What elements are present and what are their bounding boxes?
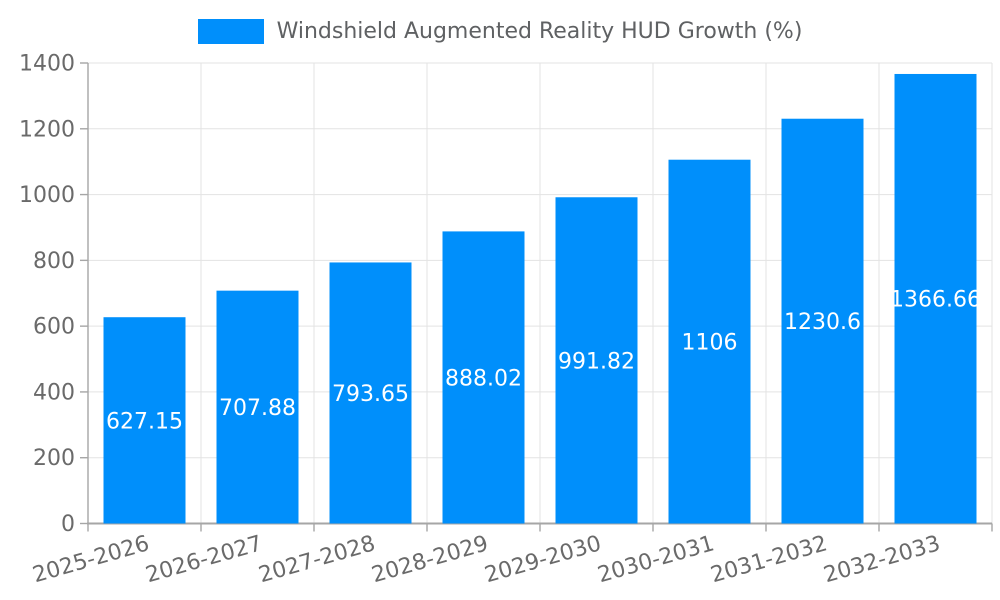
bar-value-label: 627.15 bbox=[106, 409, 183, 434]
legend-label: Windshield Augmented Reality HUD Growth … bbox=[276, 18, 803, 44]
bar-value-label: 1366.66 bbox=[890, 288, 981, 313]
x-tick-label: 2030-2031 bbox=[595, 531, 717, 588]
bar bbox=[216, 290, 299, 524]
x-tick-label: 2029-2030 bbox=[482, 531, 604, 588]
y-tick-label: 600 bbox=[33, 315, 75, 340]
bar bbox=[555, 197, 638, 524]
bar bbox=[103, 317, 186, 524]
bar-value-label: 793.65 bbox=[332, 382, 409, 407]
bar-value-label: 991.82 bbox=[558, 349, 635, 374]
x-tick-label: 2028-2029 bbox=[369, 531, 491, 588]
bar-value-label: 707.88 bbox=[219, 396, 296, 421]
y-tick-label: 1000 bbox=[19, 183, 75, 208]
y-tick-label: 400 bbox=[33, 380, 75, 405]
bar bbox=[442, 231, 525, 524]
x-tick-label: 2025-2026 bbox=[30, 531, 152, 588]
y-tick-label: 1400 bbox=[19, 52, 75, 77]
x-tick-label: 2026-2027 bbox=[143, 531, 265, 588]
y-tick-label: 200 bbox=[33, 446, 75, 471]
x-tick-label: 2031-2032 bbox=[708, 531, 830, 588]
bar-value-label: 1106 bbox=[682, 331, 738, 356]
bar bbox=[894, 73, 977, 524]
y-tick-label: 0 bbox=[61, 512, 75, 537]
legend: Windshield Augmented Reality HUD Growth … bbox=[0, 16, 1000, 46]
y-tick-label: 800 bbox=[33, 249, 75, 274]
bar bbox=[668, 159, 751, 524]
bar-value-label: 1230.6 bbox=[784, 310, 861, 335]
y-tick-label: 1200 bbox=[19, 117, 75, 142]
x-tick-label: 2032-2033 bbox=[821, 531, 943, 588]
bar bbox=[781, 118, 864, 524]
x-tick-label: 2027-2028 bbox=[256, 531, 378, 588]
legend-swatch bbox=[197, 18, 264, 44]
bar-value-label: 888.02 bbox=[445, 366, 522, 391]
bar bbox=[329, 262, 412, 524]
